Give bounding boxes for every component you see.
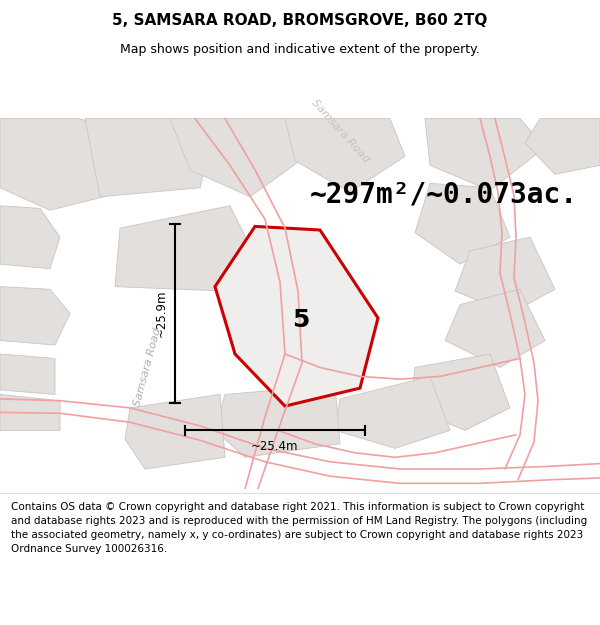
Polygon shape	[85, 119, 210, 197]
Polygon shape	[415, 183, 510, 264]
Text: ~297m²/~0.073ac.: ~297m²/~0.073ac.	[310, 180, 578, 208]
Polygon shape	[215, 226, 378, 406]
Text: Contains OS data © Crown copyright and database right 2021. This information is : Contains OS data © Crown copyright and d…	[11, 503, 587, 554]
Polygon shape	[215, 386, 340, 458]
Text: Samsara Road: Samsara Road	[309, 98, 371, 164]
Polygon shape	[125, 394, 225, 469]
Polygon shape	[455, 237, 555, 314]
Text: ~25.4m: ~25.4m	[251, 440, 299, 453]
Polygon shape	[525, 119, 600, 174]
Text: Samsara Road: Samsara Road	[133, 327, 163, 408]
Polygon shape	[0, 287, 70, 345]
Polygon shape	[0, 354, 55, 394]
Polygon shape	[0, 394, 60, 431]
Polygon shape	[425, 119, 545, 191]
Polygon shape	[115, 206, 250, 291]
Polygon shape	[335, 376, 450, 448]
Text: 5, SAMSARA ROAD, BROMSGROVE, B60 2TQ: 5, SAMSARA ROAD, BROMSGROVE, B60 2TQ	[112, 12, 488, 28]
Text: ~25.9m: ~25.9m	[155, 290, 167, 338]
Text: Map shows position and indicative extent of the property.: Map shows position and indicative extent…	[120, 43, 480, 56]
Polygon shape	[0, 206, 60, 269]
Polygon shape	[0, 119, 140, 210]
Polygon shape	[285, 119, 405, 192]
Polygon shape	[410, 354, 510, 431]
Polygon shape	[445, 289, 545, 368]
Polygon shape	[170, 119, 300, 197]
Text: 5: 5	[292, 308, 309, 332]
